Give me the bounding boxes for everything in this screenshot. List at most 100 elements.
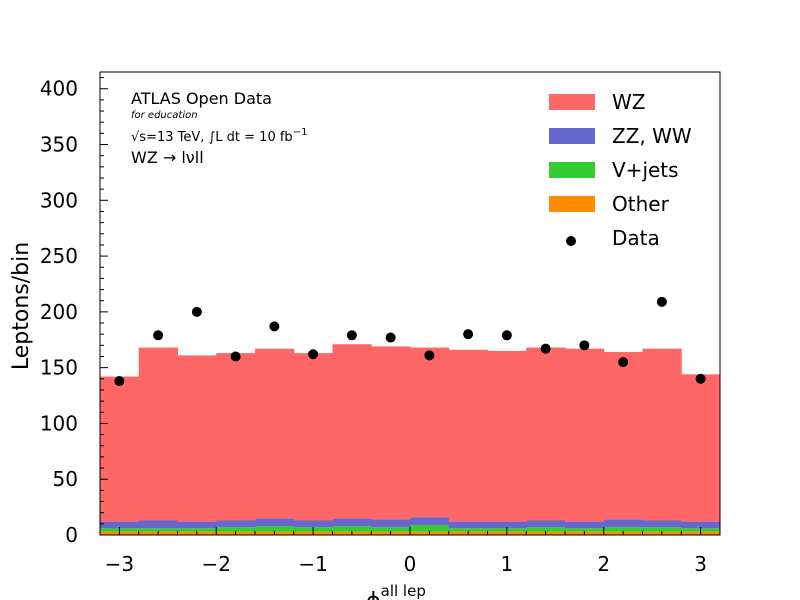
x-tick-label: −2 (202, 552, 231, 576)
bar-wz-7 (371, 346, 411, 520)
x-tick-label: 2 (597, 552, 610, 576)
bar-zz-ww-5 (293, 520, 333, 528)
bar-v-jets-9 (448, 528, 488, 532)
data-point-10 (501, 330, 512, 341)
bar-wz-11 (526, 347, 566, 521)
annotation-process: WZ → lνll (131, 148, 204, 167)
bar-wz-9 (448, 349, 488, 522)
bar-v-jets-2 (177, 528, 217, 532)
x-tick-label: 0 (404, 552, 417, 576)
data-points (114, 296, 706, 387)
data-point-3 (230, 351, 241, 362)
legend-swatch-other (549, 196, 595, 212)
data-point-7 (385, 332, 396, 343)
data-point-8 (424, 350, 435, 361)
data-point-4 (269, 321, 280, 332)
data-point-13 (618, 357, 629, 368)
y-axis-title: Leptons/bin (9, 242, 34, 370)
y-tick-label: 300 (40, 188, 78, 212)
bar-zz-ww-9 (448, 521, 488, 529)
stacked-bars (100, 344, 721, 535)
x-axis-title-sup: all lep (381, 582, 426, 600)
annotation-block: ATLAS Open Data for education √s=13 TeV,… (131, 89, 307, 167)
annotation-subtitle: for education (131, 110, 198, 121)
bar-wz-3 (216, 353, 256, 521)
x-axis: −3 −2 −1 0 1 2 3 (99, 527, 721, 576)
bar-zz-ww-10 (487, 521, 527, 529)
y-tick-label: 350 (40, 133, 78, 157)
bar-wz-14 (642, 348, 682, 521)
annotation-energy-text: =13 TeV, ∫L dt = 10 fb (146, 130, 293, 145)
y-tick-label: 200 (40, 300, 78, 324)
legend: WZ ZZ, WW V+jets Other Data (549, 90, 692, 250)
bar-v-jets-13 (603, 527, 643, 532)
bar-v-jets-4 (255, 526, 295, 532)
legend-label-v-jets: V+jets (612, 158, 679, 182)
legend-label-wz: WZ (612, 90, 645, 114)
bar-wz-4 (255, 348, 295, 519)
bar-zz-ww-7 (371, 519, 411, 528)
annotation-title: ATLAS Open Data (131, 89, 272, 108)
y-tick-label: 100 (40, 411, 78, 435)
y-tick-label: 400 (40, 77, 78, 101)
bar-wz-6 (332, 344, 372, 519)
x-tick-label: 1 (501, 552, 514, 576)
bar-wz-12 (565, 348, 605, 522)
x-axis-title: ϕall lep (366, 582, 426, 600)
bar-v-jets-12 (565, 528, 605, 532)
x-tick-label: −3 (105, 552, 134, 576)
data-point-6 (346, 330, 357, 341)
x-tick-label: −1 (298, 552, 327, 576)
bar-zz-ww-6 (332, 518, 372, 527)
legend-swatch-zz-ww (549, 128, 595, 144)
bar-wz-2 (177, 355, 217, 522)
data-point-1 (153, 330, 164, 341)
bar-zz-ww-11 (526, 520, 566, 528)
bar-zz-ww-3 (216, 520, 256, 528)
bar-wz-5 (293, 353, 333, 521)
legend-label-other: Other (612, 192, 670, 216)
bar-zz-ww-12 (565, 521, 605, 529)
bar-wz-15 (681, 374, 721, 522)
data-point-14 (656, 296, 667, 307)
bar-v-jets-3 (216, 527, 256, 532)
bar-zz-ww-4 (255, 518, 295, 527)
data-point-5 (308, 349, 319, 360)
bar-zz-ww-1 (138, 520, 178, 529)
data-point-0 (114, 376, 125, 387)
legend-label-zz-ww: ZZ, WW (612, 124, 692, 148)
y-axis: 0 50 100 150 200 250 300 350 400 (40, 77, 108, 547)
data-point-11 (540, 343, 551, 354)
data-point-9 (463, 329, 474, 340)
bar-v-jets-11 (526, 527, 566, 532)
bar-v-jets-1 (138, 528, 178, 532)
legend-swatch-wz (549, 94, 595, 110)
bar-wz-0 (100, 376, 140, 522)
data-point-15 (695, 373, 706, 384)
data-point-12 (579, 340, 590, 351)
legend-label-data: Data (612, 226, 660, 250)
bar-zz-ww-2 (177, 521, 217, 529)
bar-zz-ww-15 (681, 521, 721, 529)
y-tick-label: 0 (65, 523, 78, 547)
y-tick-label: 150 (40, 356, 78, 380)
data-point-2 (191, 306, 202, 317)
bar-v-jets-14 (642, 527, 682, 532)
legend-swatch-v-jets (549, 162, 595, 178)
bar-wz-10 (487, 350, 527, 522)
y-tick-label: 50 (53, 467, 78, 491)
annotation-energy: √s=13 TeV, ∫L dt = 10 fb−1 (131, 127, 307, 145)
bar-wz-8 (410, 347, 450, 518)
bar-zz-ww-13 (603, 519, 643, 528)
bar-wz-13 (603, 352, 643, 520)
bar-v-jets-8 (410, 524, 450, 532)
bar-zz-ww-14 (642, 520, 682, 528)
bar-wz-1 (138, 347, 178, 521)
y-tick-label: 250 (40, 244, 78, 268)
x-tick-label: 3 (694, 552, 707, 576)
legend-marker-data (566, 236, 576, 246)
bar-zz-ww-0 (100, 521, 140, 529)
annotation-energy-sup: −1 (293, 127, 308, 138)
bar-v-jets-6 (332, 526, 372, 532)
